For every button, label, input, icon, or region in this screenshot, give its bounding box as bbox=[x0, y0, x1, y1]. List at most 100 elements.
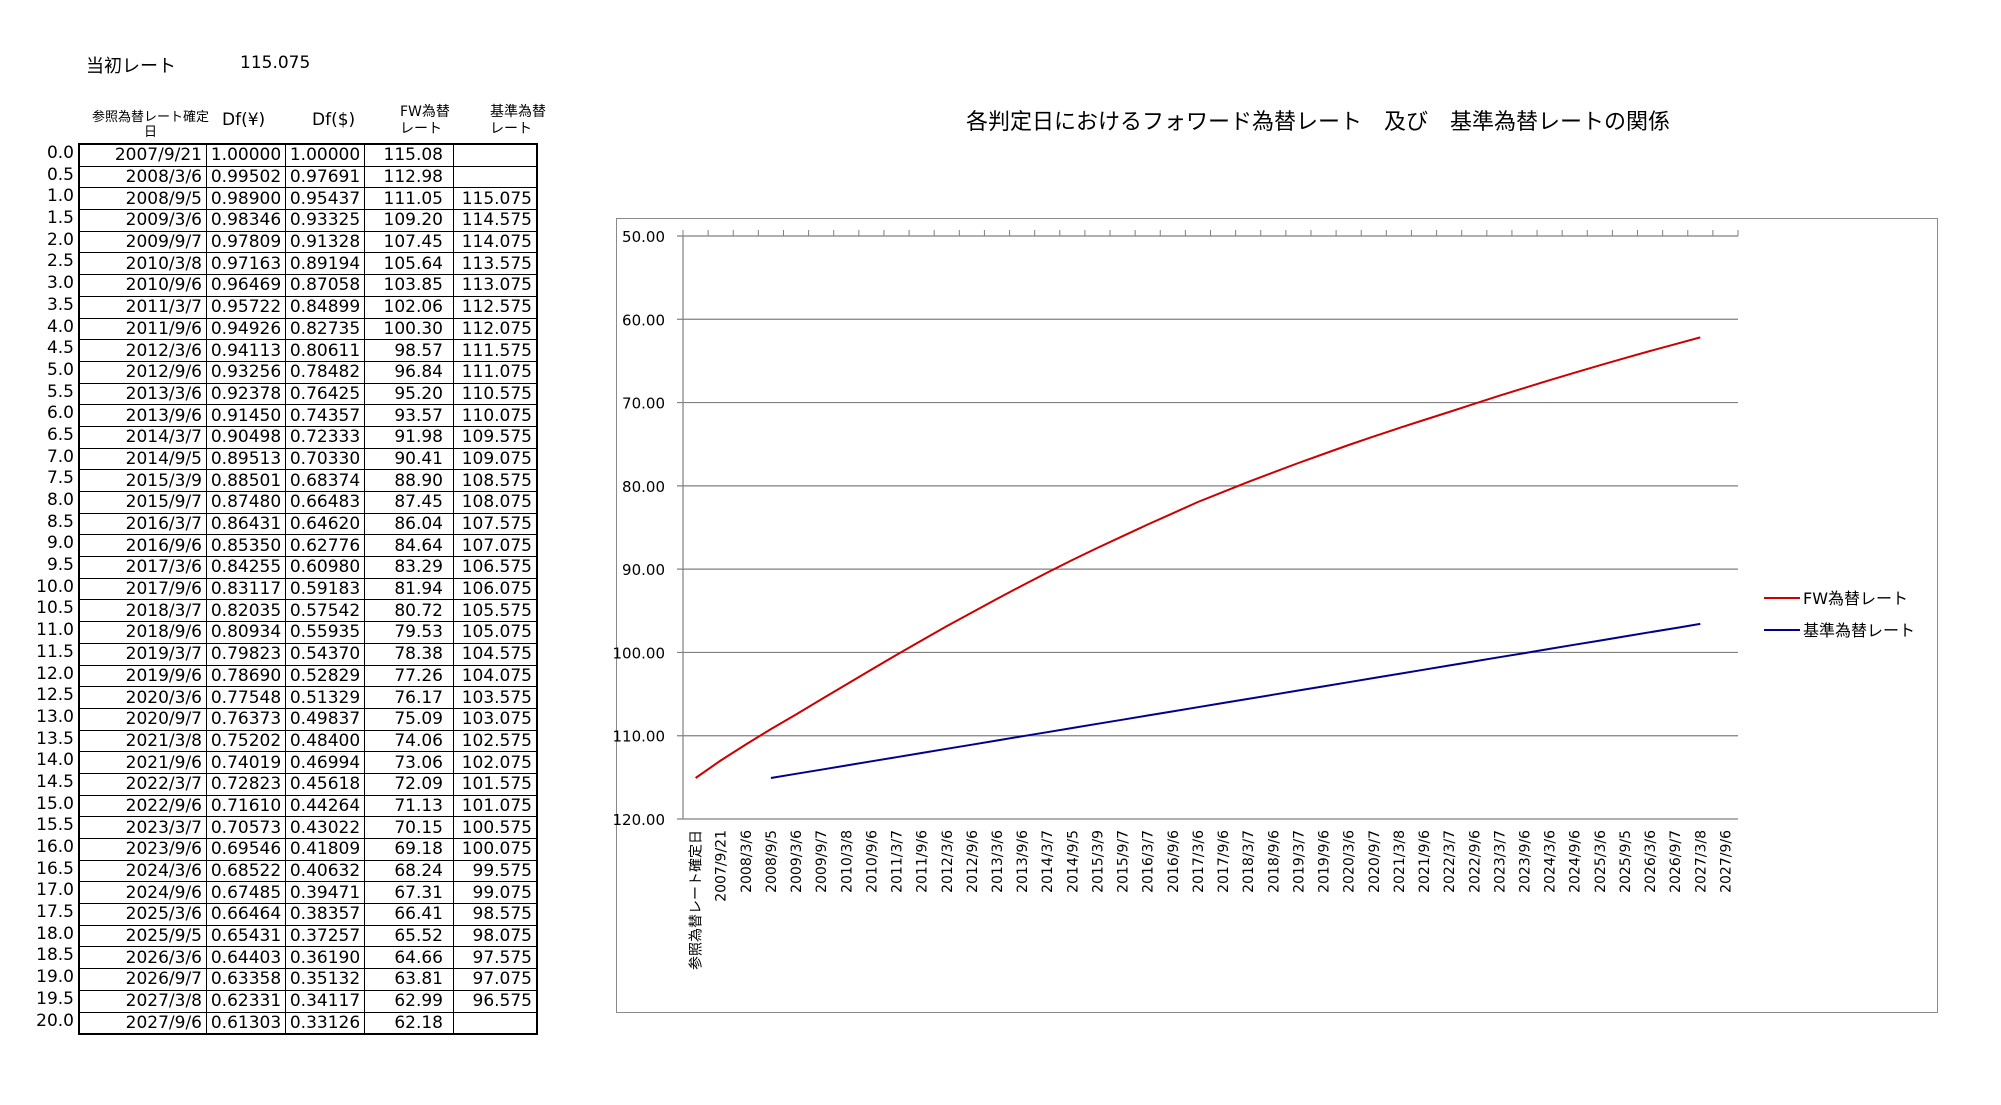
df-yen-cell: 0.93256 bbox=[206, 360, 286, 384]
table-row: 2017/9/6 0.83117 0.59183 81.94 106.075 bbox=[78, 577, 538, 601]
base-rate-cell: 112.575 bbox=[453, 295, 538, 319]
table-row: 2019/9/6 0.78690 0.52829 77.26 104.075 bbox=[78, 664, 538, 688]
df-usd-cell: 0.45618 bbox=[285, 772, 365, 796]
ref-date-cell: 2023/3/7 bbox=[78, 816, 207, 839]
x-tick-label: 2019/9/6 bbox=[1317, 830, 1333, 893]
df-yen-cell: 1.00000 bbox=[206, 143, 286, 167]
legend-label: FW為替レート bbox=[1803, 589, 1908, 608]
df-yen-cell: 0.67485 bbox=[206, 881, 286, 905]
df-usd-cell: 0.87058 bbox=[285, 274, 365, 297]
series-line-base-rate bbox=[770, 622, 1701, 779]
chart-title: 各判定日におけるフォワード為替レート 及び 基準為替レートの関係 bbox=[966, 110, 1671, 135]
x-tick-label: 2008/3/6 bbox=[739, 830, 755, 893]
x-tick-label: 2016/9/6 bbox=[1166, 830, 1182, 893]
ref-date-cell: 2012/3/6 bbox=[78, 339, 207, 362]
year-index: 20.0 bbox=[36, 1010, 74, 1031]
table-row: 2013/3/6 0.92378 0.76425 95.20 110.575 bbox=[78, 382, 538, 406]
table-row: 2023/9/6 0.69546 0.41809 69.18 100.075 bbox=[78, 838, 538, 861]
ref-date-cell: 2013/9/6 bbox=[78, 404, 207, 427]
year-index: 0.5 bbox=[46, 164, 74, 185]
legend-label: 基準為替レート bbox=[1803, 621, 1915, 640]
table-row: 2025/3/6 0.66464 0.38357 66.41 98.575 bbox=[78, 903, 538, 926]
x-tick-label: 参照為替レート確定日 bbox=[688, 830, 705, 970]
base-rate-cell: 97.075 bbox=[453, 968, 538, 991]
table-row: 2018/3/7 0.82035 0.57542 80.72 105.575 bbox=[78, 599, 538, 623]
x-tick-label: 2026/3/6 bbox=[1643, 830, 1659, 893]
table-row: 2015/9/7 0.87480 0.66483 87.45 108.075 bbox=[78, 491, 538, 514]
year-index: 13.5 bbox=[36, 728, 74, 749]
ref-date-cell: 2008/9/5 bbox=[78, 187, 207, 211]
table-row: 2008/3/6 0.99502 0.97691 112.98 bbox=[78, 165, 538, 189]
ref-date-cell: 2017/9/6 bbox=[78, 577, 207, 601]
df-usd-cell: 0.59183 bbox=[285, 577, 365, 601]
df-yen-cell: 0.98900 bbox=[206, 187, 286, 211]
df-usd-cell: 0.89194 bbox=[285, 252, 365, 276]
df-yen-cell: 0.62331 bbox=[206, 989, 286, 1013]
table-row: 2018/9/6 0.80934 0.55935 79.53 105.075 bbox=[78, 621, 538, 644]
year-index: 9.0 bbox=[46, 533, 74, 554]
table-row: 2011/3/7 0.95722 0.84899 102.06 112.575 bbox=[78, 295, 538, 319]
table-row: 2010/3/8 0.97163 0.89194 105.64 113.575 bbox=[78, 252, 538, 276]
year-index: 10.0 bbox=[36, 576, 74, 597]
year-index: 1.5 bbox=[46, 208, 74, 229]
df-yen-cell: 0.78690 bbox=[206, 664, 286, 688]
x-tick-label: 2026/9/7 bbox=[1668, 830, 1684, 893]
y-tick-label: 70.00 bbox=[622, 395, 665, 413]
year-index: 15.0 bbox=[36, 793, 74, 814]
x-tick-label: 2018/9/6 bbox=[1266, 830, 1282, 893]
year-index: 8.0 bbox=[46, 490, 74, 510]
fw-rate-cell: 111.05 bbox=[364, 187, 454, 211]
year-index: 11.0 bbox=[36, 620, 74, 641]
ref-date-cell: 2025/9/5 bbox=[78, 924, 207, 948]
x-tick-label: 2021/3/8 bbox=[1392, 830, 1408, 893]
base-rate-cell: 102.575 bbox=[453, 729, 538, 753]
table-row: 2008/9/5 0.98900 0.95437 111.05 115.075 bbox=[78, 187, 538, 211]
df-yen-cell: 0.98346 bbox=[206, 209, 286, 232]
df-yen-cell: 0.88501 bbox=[206, 469, 286, 492]
base-rate-cell: 115.075 bbox=[453, 187, 538, 211]
initial-rate-label: 当初レート bbox=[86, 56, 176, 77]
df-usd-cell: 0.33126 bbox=[285, 1011, 365, 1035]
year-index: 7.5 bbox=[46, 468, 74, 489]
fw-rate-cell: 77.26 bbox=[364, 664, 454, 688]
ref-date-cell: 2020/3/6 bbox=[78, 686, 207, 709]
x-tick-label: 2027/3/8 bbox=[1693, 830, 1709, 893]
df-yen-cell: 0.75202 bbox=[206, 729, 286, 753]
x-tick-label: 2010/3/8 bbox=[839, 830, 855, 893]
table-row: 2024/3/6 0.68522 0.40632 68.24 99.575 bbox=[78, 859, 538, 883]
base-rate-cell: 111.575 bbox=[453, 339, 538, 362]
df-yen-cell: 0.65431 bbox=[206, 924, 286, 948]
table-row: 2020/3/6 0.77548 0.51329 76.17 103.575 bbox=[78, 686, 538, 709]
fw-rate-cell: 112.98 bbox=[364, 165, 454, 189]
year-index: 16.0 bbox=[36, 837, 74, 857]
header-base-rate: 基準為替レート bbox=[490, 104, 546, 137]
df-usd-cell: 0.93325 bbox=[285, 209, 365, 232]
y-tick-label: 90.00 bbox=[622, 561, 665, 579]
df-usd-cell: 0.35132 bbox=[285, 968, 365, 991]
table-row: 2010/9/6 0.96469 0.87058 103.85 113.075 bbox=[78, 274, 538, 297]
ref-date-cell: 2019/3/7 bbox=[78, 642, 207, 666]
x-tick-label: 2018/3/7 bbox=[1241, 830, 1257, 893]
x-tick-label: 2020/9/7 bbox=[1367, 830, 1383, 893]
fw-rate-cell: 107.45 bbox=[364, 230, 454, 254]
initial-rate-value: 115.075 bbox=[240, 53, 311, 73]
x-tick-label: 2015/9/7 bbox=[1116, 830, 1132, 893]
year-index: 17.5 bbox=[36, 902, 74, 923]
x-tick-label: 2014/9/5 bbox=[1065, 830, 1081, 893]
x-tick-label: 2008/9/5 bbox=[764, 830, 780, 893]
table-row: 2016/3/7 0.86431 0.64620 86.04 107.575 bbox=[78, 512, 538, 536]
base-rate-cell: 112.075 bbox=[453, 317, 538, 341]
df-usd-cell: 0.48400 bbox=[285, 729, 365, 753]
table-row: 2020/9/7 0.76373 0.49837 75.09 103.075 bbox=[78, 707, 538, 731]
table-row: 2016/9/6 0.85350 0.62776 84.64 107.075 bbox=[78, 534, 538, 558]
ref-date-cell: 2014/9/5 bbox=[78, 447, 207, 471]
table-row: 2026/9/7 0.63358 0.35132 63.81 97.075 bbox=[78, 968, 538, 991]
ref-date-cell: 2013/3/6 bbox=[78, 382, 207, 406]
fw-rate-cell: 74.06 bbox=[364, 729, 454, 753]
year-index: 1.0 bbox=[46, 186, 74, 207]
base-rate-cell: 98.075 bbox=[453, 924, 538, 948]
year-index: 10.5 bbox=[36, 598, 74, 619]
table-row: 2012/3/6 0.94113 0.80611 98.57 111.575 bbox=[78, 339, 538, 362]
x-tick-label: 2027/9/6 bbox=[1718, 830, 1734, 893]
ref-date-cell: 2022/3/7 bbox=[78, 772, 207, 796]
